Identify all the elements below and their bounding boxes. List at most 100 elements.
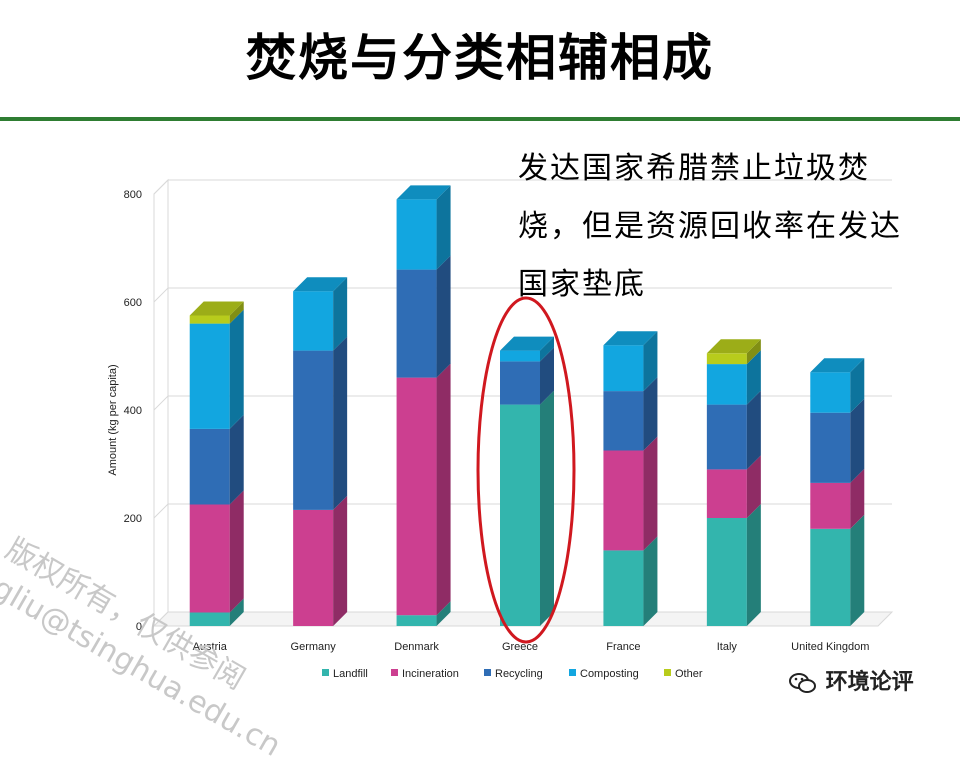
bar-segment-side [540,390,554,626]
x-tick-label: Greece [502,641,538,653]
bar-segment [189,315,230,324]
bar-segment [396,377,437,616]
bar-segment [293,350,334,510]
bar-segment-side [333,495,348,626]
bar-segment-side [229,414,244,505]
gridline-side [153,287,169,303]
bar-segment [810,412,851,483]
bar-top-face [189,301,244,316]
callout-line: 发达国家希腊禁止垃圾焚 [518,151,870,186]
bar-segment [189,504,230,613]
bar-segment-side [746,350,761,405]
bar-segment [810,372,851,413]
legend-swatch [391,669,398,676]
bar-segment-side [333,277,348,351]
bar-segment [189,428,230,505]
bar-top-face [603,331,658,346]
bar-segment-side [643,377,658,451]
bar-segment [396,615,437,626]
bar-top-face [810,358,865,373]
legend-label: Recycling [495,668,543,680]
bar-segment-side [540,336,554,362]
x-tick-label: Denmark [394,641,439,653]
bar-segment-side [333,336,348,510]
bar-segment [810,528,851,626]
legend-swatch [664,669,671,676]
wechat-icon [789,673,816,693]
wechat-label: 环境论评 [825,670,914,695]
bar-segment-side [436,363,451,616]
page-title: 焚烧与分类相辅相成 [246,29,714,87]
bar-segment-side [746,390,761,470]
legend-label: Other [675,668,703,680]
legend-swatch [322,669,329,676]
bar-segment-side [746,339,761,365]
legend-label: Composting [580,668,639,680]
bar-segment-side [229,598,244,626]
bar-segment-side [229,490,244,613]
highlight-ellipse [476,296,576,644]
bar-segment [189,323,230,429]
bar-segment [189,612,230,626]
bar-segment [706,353,747,365]
bar-segment [603,450,644,551]
bar-segment-side [643,331,658,392]
bar-segment [396,199,437,270]
bar-segment [706,518,747,626]
x-tick-label: France [606,641,640,653]
bar-segment [500,350,540,362]
bar-segment [396,269,437,378]
y-tick-label: 400 [124,405,142,417]
bar-segment-side [643,536,658,626]
bar-segment [603,345,644,392]
bar-segment-side [436,601,451,626]
legend-swatch [569,669,576,676]
legend-label: Landfill [333,668,368,680]
callout-text: 发达国家希腊禁止垃圾焚 烧，但是资源回收率在发达 国家垫底 [518,140,928,314]
legend-swatch [484,669,491,676]
bar-segment [706,364,747,405]
callout-line: 烧，但是资源回收率在发达 [518,209,902,244]
wechat-badge: 环境论评 [788,664,914,696]
x-tick-label: Austria [193,641,228,653]
bar-segment [810,482,851,529]
bar-segment-side [850,398,865,483]
bar-segment-side [850,358,865,413]
bar-segment-side [643,436,658,551]
gridline-side [153,503,169,519]
bar-segment [603,391,644,451]
bar-segment-side [746,504,761,626]
y-axis-label: Amount (kg per capita) [107,364,119,475]
bar-segment-side [850,468,865,529]
bar-segment [706,404,747,470]
gridline-side [153,611,169,627]
bar-segment-side [746,455,761,518]
gridline-side [153,179,169,195]
x-tick-label: Italy [717,641,738,653]
bar-segment-side [436,185,451,270]
bar-top-face [706,339,761,354]
highlight-layer [476,296,576,644]
bar-segment [293,509,334,626]
y-tick-label: 600 [124,297,142,309]
bar-segment-side [229,309,244,429]
x-tick-label: Germany [291,641,337,653]
bar-segment-side [229,301,244,324]
bar-segment-side [850,514,865,626]
legend-label: Incineration [402,668,459,680]
bar-segment-side [540,347,554,405]
y-tick-label: 200 [124,513,142,525]
stacked-bar-chart: 0 200 400 600 800 Amount (kg per capita) Austr… [107,178,894,680]
title-divider [0,117,960,121]
callout-line: 国家垫底 [518,267,646,302]
y-tick-label: 0 [136,621,142,633]
y-tick-label: 800 [124,189,142,201]
bar-top-face [500,336,554,351]
bar-segment [603,550,644,626]
bar-segment [500,361,540,405]
legend-layer: Landfill Incineration Recycling Composting O… [322,668,703,680]
bar-segment [500,404,540,626]
gridline-side [153,395,169,411]
bar-segment [706,469,747,518]
bar-top-face [396,185,451,200]
